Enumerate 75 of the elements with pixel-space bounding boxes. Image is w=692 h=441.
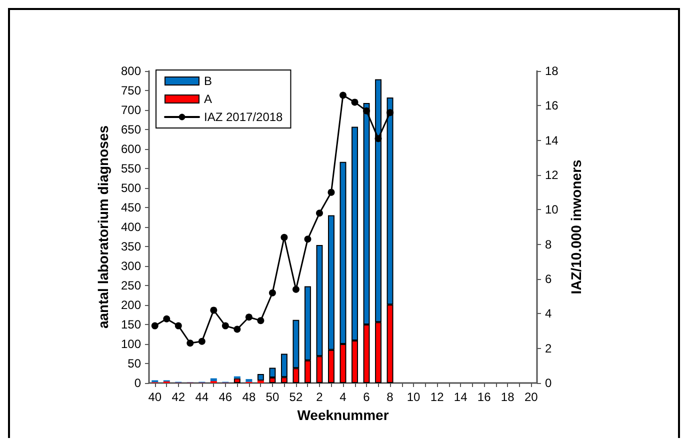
y-tick-label: 650 <box>120 122 142 136</box>
point <box>151 322 158 330</box>
y-tick-label: 450 <box>120 200 142 214</box>
point <box>222 322 229 330</box>
x-tick-label: 12 <box>430 390 444 404</box>
x-tick-label: 14 <box>454 390 468 404</box>
legend-label: IAZ 2017/2018 <box>204 110 284 124</box>
y2-tick-label: 4 <box>545 306 552 321</box>
x-tick-label: 18 <box>500 390 515 404</box>
legend-label: B <box>204 74 212 88</box>
x-tick-label: 6 <box>363 390 370 404</box>
y2-tick-label: 6 <box>545 272 552 286</box>
point <box>280 234 288 241</box>
x-tick-label: 42 <box>172 390 186 404</box>
y2-tick-label: 10 <box>545 202 559 217</box>
bar <box>234 378 240 383</box>
x-tick-label: 50 <box>266 390 280 404</box>
y-tick-label: 0 <box>134 376 142 390</box>
point <box>257 317 264 324</box>
x-tick-label: 20 <box>524 390 538 404</box>
point <box>210 306 218 314</box>
point <box>163 315 170 322</box>
point <box>328 188 335 196</box>
y-tick-label: 400 <box>120 220 142 234</box>
x-tick-label: 46 <box>218 390 232 404</box>
bar <box>246 379 252 382</box>
y-tick-label: 500 <box>120 181 142 195</box>
bar <box>210 378 217 382</box>
x-tick-label: 40 <box>148 390 162 404</box>
y-tick-label: 100 <box>120 337 142 351</box>
y-tick-label: 800 <box>120 64 142 78</box>
point <box>351 98 358 106</box>
y2-tick-label: 12 <box>545 168 559 182</box>
y2-tick-label: 0 <box>545 376 552 390</box>
point <box>268 289 276 296</box>
point <box>292 286 300 293</box>
y2-tick-label: 16 <box>545 98 559 113</box>
y-tick-label: 600 <box>120 142 142 156</box>
y2-tick-label: 8 <box>545 237 552 252</box>
x-tick-label: 2 <box>316 390 324 404</box>
x-tick-label: 48 <box>242 390 256 404</box>
y-tick-label: 350 <box>120 240 142 254</box>
x-tick-label: 16 <box>477 390 492 404</box>
y-axis-title: aantal laboratorium diagnoses <box>95 125 112 329</box>
y-tick-label: 150 <box>120 318 142 332</box>
y-tick-label: 550 <box>120 162 142 176</box>
x-tick-label: 8 <box>386 390 394 404</box>
point <box>186 340 194 347</box>
y-tick-label: 700 <box>120 103 142 117</box>
point <box>374 135 382 142</box>
y2-tick-label: 14 <box>545 133 559 148</box>
bar <box>257 374 264 381</box>
y-tick-label: 750 <box>120 84 142 98</box>
x-axis-title: Weeknummer <box>297 406 390 423</box>
point <box>304 236 312 243</box>
x-tick-label: 4 <box>340 390 347 404</box>
x-tick-label: 52 <box>289 390 303 404</box>
x-tick-label: 10 <box>406 390 421 404</box>
point <box>363 107 370 114</box>
y2-axis-title: IAZ/10.000 inwoners <box>568 159 584 294</box>
x-tick-label: 44 <box>195 390 209 404</box>
y-tick-label: 300 <box>120 259 142 273</box>
y2-tick-label: 18 <box>545 64 559 78</box>
point <box>386 109 394 116</box>
y-tick-label: 250 <box>120 278 142 292</box>
y-tick-label: 50 <box>128 356 142 370</box>
y2-tick-label: 2 <box>545 341 552 356</box>
point <box>198 338 206 345</box>
point <box>174 322 182 330</box>
point <box>340 92 346 99</box>
point <box>245 314 252 321</box>
y-tick-label: 200 <box>120 298 142 312</box>
point <box>234 326 241 333</box>
legend-label: A <box>204 92 212 106</box>
point <box>316 210 323 217</box>
